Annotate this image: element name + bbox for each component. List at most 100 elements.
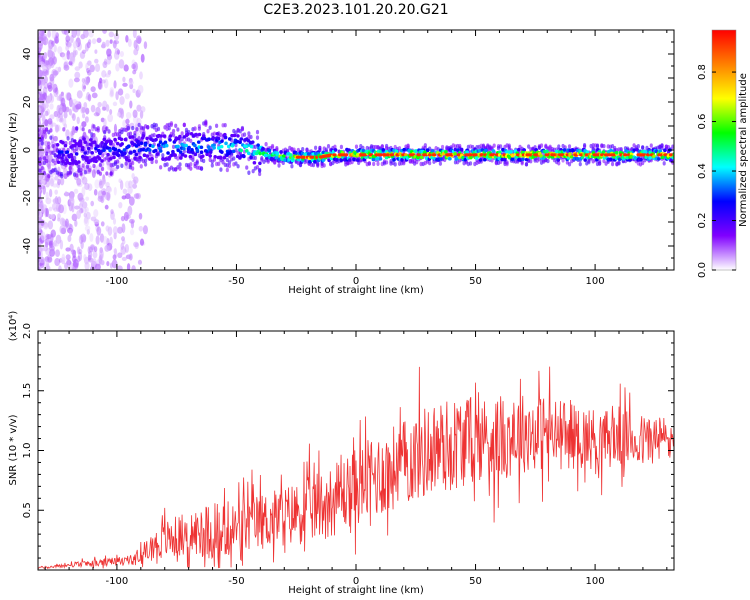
heatmap-cell [65,92,71,101]
heatmap-cell [394,149,399,154]
heatmap-cell [68,60,73,66]
heatmap-cell [173,153,177,157]
heatmap-cell [88,167,92,173]
heatmap-cell [59,177,65,186]
heatmap-cell [118,59,125,69]
heatmap-cell [193,126,197,131]
heatmap-cell [128,151,132,155]
heatmap-cell [361,148,366,153]
heatmap-cell [258,161,262,166]
heatmap-cell [38,250,41,257]
heatmap-cell [255,135,260,140]
heatmap-cell [103,58,108,65]
heatmap-cell [72,41,78,49]
heatmap-cell [128,196,135,206]
heatmap-cell [527,144,531,149]
heatmap-cell [53,44,57,53]
heatmap-cell [47,144,51,150]
heatmap-cell [583,158,588,162]
heatmap-cell [38,78,41,87]
heatmap-cell [45,179,50,188]
heatmap-cell [106,57,112,65]
heatmap-cell [135,139,140,144]
heatmap-cell [47,49,52,58]
heatmap-cell [140,53,145,63]
heatmap-cell [217,161,221,167]
heatmap-cell [57,178,61,186]
heatmap-cell [218,155,223,160]
heatmap-cell [503,158,507,162]
heatmap-cell [245,165,249,170]
heatmap-cell [38,202,41,208]
heatmap-cell [131,125,135,131]
heatmap-cell [43,101,49,109]
heatmap-cell [200,154,205,158]
heatmap-cell [247,131,251,136]
heatmap-cell [55,234,62,245]
heatmap-cell [83,151,88,155]
heatmap-cell [45,207,49,218]
heatmap-cell [81,121,87,128]
heatmap-cell [609,157,613,161]
heatmap-cell [635,147,639,152]
heatmap-cell [212,131,217,136]
y-tick-label: 1.0 [22,443,33,459]
heatmap-cell [142,225,148,235]
heatmap-cell [279,150,283,154]
heatmap-cell [54,189,58,195]
heatmap-cell [215,123,219,129]
heatmap-peak [611,153,616,157]
heatmap-cell [199,145,204,150]
heatmap-cell [63,191,70,197]
y-tick-label: 0 [22,147,33,153]
heatmap-cell [62,117,67,127]
x-tick-label: 50 [469,276,482,287]
heatmap-cell [46,160,52,170]
colorbar-tick-label: 0.6 [697,114,708,130]
snr-y-ticks: 0.5 1.0 1.5 2.0 [22,323,674,559]
heatmap-cell [189,166,193,171]
heatmap-cell [57,196,62,205]
heatmap-cell [227,137,232,141]
heatmap-cell [97,195,104,202]
heatmap-cell [311,162,316,168]
heatmap-cell [197,126,201,131]
heatmap-cell [81,163,85,168]
heatmap-cell [89,64,95,73]
heatmap-cell [161,157,165,161]
spectrogram-panel: -100 -50 0 50 100 40 20 0 -20 -40 Height of stra… [8,29,675,296]
heatmap-cell [633,156,638,160]
heatmap-cell [109,236,113,246]
heatmap-cell [119,180,124,190]
heatmap-cell [190,148,194,152]
heatmap-cell [333,148,338,152]
heatmap-cell [111,259,118,269]
heatmap-cell [99,77,103,84]
heatmap-cell [60,227,66,234]
heatmap-cell [98,162,103,168]
heatmap-cell [108,31,115,38]
heatmap-cell [282,154,286,158]
heatmap-cell [137,37,142,45]
heatmap-cell [38,104,43,111]
snr-x-ticks: -100 -50 0 50 100 [44,331,668,587]
heatmap-cell [158,149,163,153]
heatmap-cell [348,158,352,162]
heatmap-cell [463,157,468,162]
heatmap-cell [546,158,550,164]
heatmap-cell [292,150,297,155]
heatmap-cell [143,142,148,147]
heatmap-cell [83,140,87,144]
heatmap-cell [131,160,135,166]
heatmap-cell [86,229,90,235]
x-tick-label: -50 [228,276,244,287]
heatmap-cell [48,245,55,252]
heatmap-cell [93,188,98,196]
heatmap-cell [64,190,68,197]
heatmap-cell [47,84,53,92]
heatmap-cell [270,145,275,150]
heatmap-cell [85,211,91,220]
heatmap-cell [223,123,227,128]
heatmap-peak [456,153,462,157]
heatmap-cell [453,151,457,156]
